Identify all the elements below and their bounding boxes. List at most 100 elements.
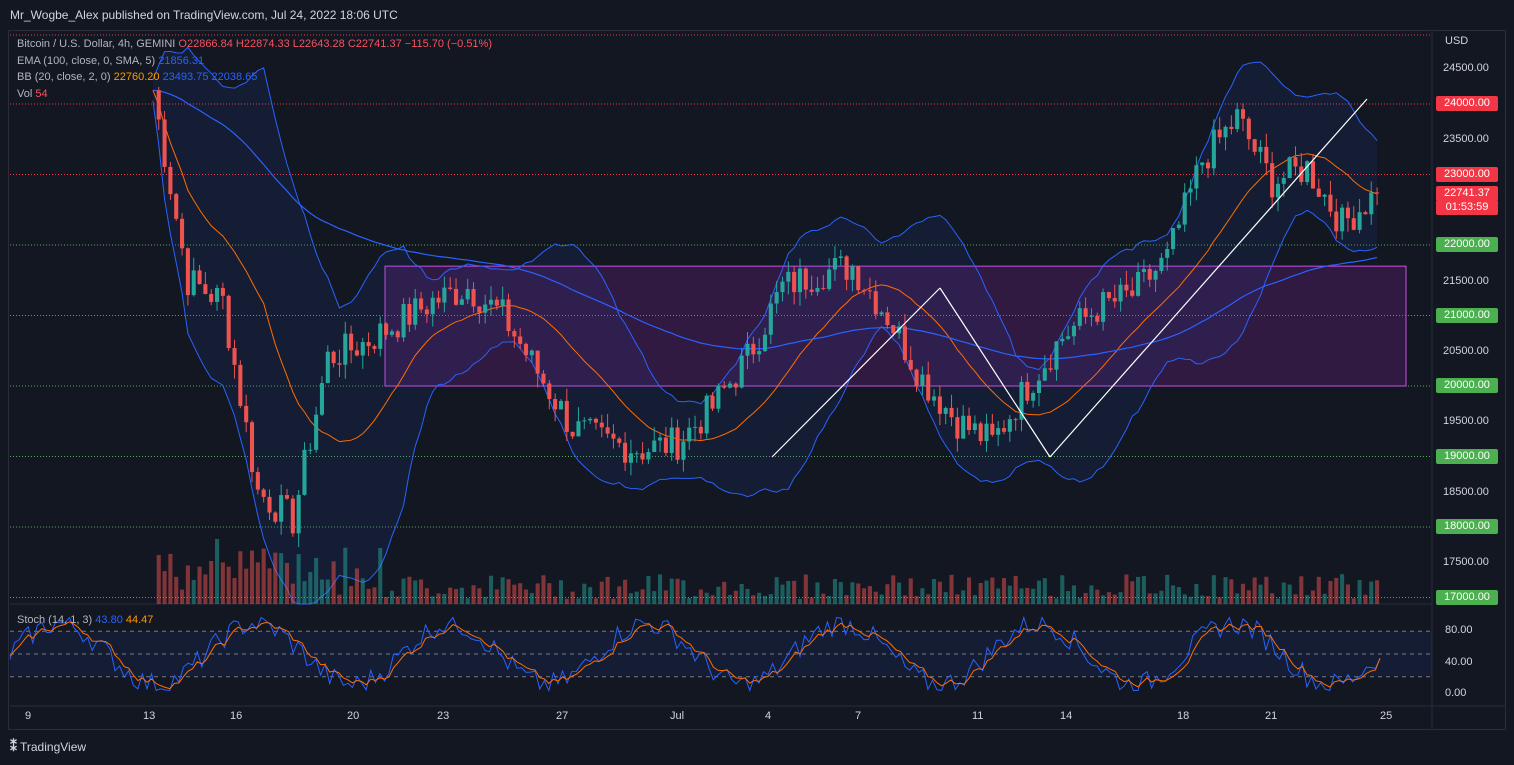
volume-bar: [1340, 574, 1345, 604]
candle-body: [395, 331, 400, 338]
candle-body: [832, 258, 837, 270]
candle-body: [768, 303, 773, 335]
volume-bar: [267, 568, 272, 604]
volume-bar: [704, 592, 709, 604]
volume-bar: [1171, 585, 1176, 604]
volume-bar: [1363, 594, 1368, 604]
volume-bar: [827, 596, 832, 604]
volume-bar: [838, 582, 843, 604]
ema-value: 21856.31: [158, 54, 205, 67]
candle-body: [1194, 165, 1199, 189]
vol-row[interactable]: Vol 54: [17, 86, 492, 103]
volume-bar: [727, 594, 733, 604]
candle-body: [465, 289, 470, 300]
time-tick: 27: [556, 710, 569, 722]
candle-body: [156, 90, 161, 120]
candle-body: [966, 415, 972, 431]
volume-bar: [1345, 584, 1350, 604]
candle-body: [757, 351, 762, 355]
candle-body: [902, 326, 907, 361]
candle-body: [547, 383, 552, 400]
candle-body: [1357, 212, 1362, 230]
volume-bar: [937, 581, 942, 604]
candle-body: [1077, 308, 1082, 326]
candle-body: [1182, 192, 1187, 225]
candle-body: [943, 407, 948, 414]
candle-body: [576, 421, 581, 437]
candle-body: [337, 363, 342, 365]
volume-bar: [1089, 585, 1094, 604]
candle-body: [809, 289, 814, 292]
time-tick: 16: [230, 710, 243, 722]
candle-body: [454, 288, 459, 305]
candle-body: [284, 495, 290, 499]
candle-body: [1071, 325, 1076, 337]
candle-body: [669, 427, 674, 453]
volume-bar: [424, 588, 429, 604]
volume-bar: [990, 577, 995, 604]
volume-bar: [1077, 597, 1082, 604]
volume-bar: [640, 589, 645, 604]
volume-bar: [1310, 590, 1316, 604]
volume-bar: [430, 596, 435, 604]
candle-body: [827, 269, 832, 289]
price-level-17000: 17000.00: [1436, 590, 1498, 605]
volume-bar: [623, 579, 628, 604]
candle-body: [733, 383, 738, 388]
stoch-legend[interactable]: Stoch (14, 1, 3) 43.80 44.47: [17, 614, 153, 626]
candle-body: [634, 453, 639, 455]
price-tick: 18500.00: [1443, 486, 1489, 498]
candle-body: [430, 297, 435, 315]
candle-body: [1165, 248, 1170, 258]
candle-body: [1235, 109, 1240, 129]
volume-bar: [209, 561, 214, 604]
volume-bar: [512, 584, 517, 604]
price-tick: 20500.00: [1443, 345, 1489, 357]
volume-bar: [681, 580, 686, 604]
candle-body: [1066, 336, 1071, 339]
candle-body: [932, 396, 937, 401]
candle-body: [1106, 292, 1111, 299]
volume-bar: [634, 591, 639, 604]
symbol-label: Bitcoin / U.S. Dollar, 4h, GEMINI: [17, 38, 176, 50]
volume-bar: [378, 548, 383, 604]
volume-bar: [891, 575, 896, 604]
bb-label: BB (20, close, 2, 0): [17, 71, 111, 83]
bb-row[interactable]: BB (20, close, 2, 0) 22760.20 23493.75 2…: [17, 69, 492, 86]
volume-bar: [203, 574, 208, 604]
candle-body: [1205, 162, 1211, 169]
candle-body: [401, 303, 406, 338]
volume-bar: [628, 593, 633, 604]
candle-body: [331, 351, 336, 364]
vol-label: Vol: [17, 87, 33, 100]
candle-body: [1007, 419, 1012, 432]
candle-body: [1176, 224, 1181, 229]
volume-bar: [675, 578, 680, 604]
volume-bar: [523, 589, 529, 604]
ema-row[interactable]: EMA (100, close, 0, SMA, 5) 21856.31: [17, 53, 492, 70]
currency-label[interactable]: USD: [1445, 35, 1469, 47]
candle-body: [226, 295, 231, 349]
candle-body: [512, 331, 517, 337]
volume-bar: [226, 566, 231, 604]
volume-bar: [1205, 596, 1211, 604]
volume-bar: [1159, 590, 1164, 604]
candle-body: [640, 453, 645, 460]
candle-body: [698, 426, 703, 434]
candle-body: [1200, 162, 1205, 166]
candle-body: [727, 383, 733, 388]
price-tick: 21500.00: [1443, 275, 1489, 287]
volume-bar: [238, 551, 243, 604]
footer[interactable]: ⁑ TradingView: [10, 738, 86, 755]
candle-body: [442, 287, 447, 303]
volume-bar: [1316, 576, 1321, 604]
volume-bar: [279, 553, 284, 604]
candle-body: [978, 423, 983, 442]
volume-bar: [1194, 583, 1199, 604]
volume-bar: [722, 581, 727, 604]
candle-body: [180, 218, 185, 249]
bb-basis-value: 22760.20: [113, 71, 160, 83]
candle-body: [652, 440, 657, 453]
candle-body: [955, 417, 960, 439]
